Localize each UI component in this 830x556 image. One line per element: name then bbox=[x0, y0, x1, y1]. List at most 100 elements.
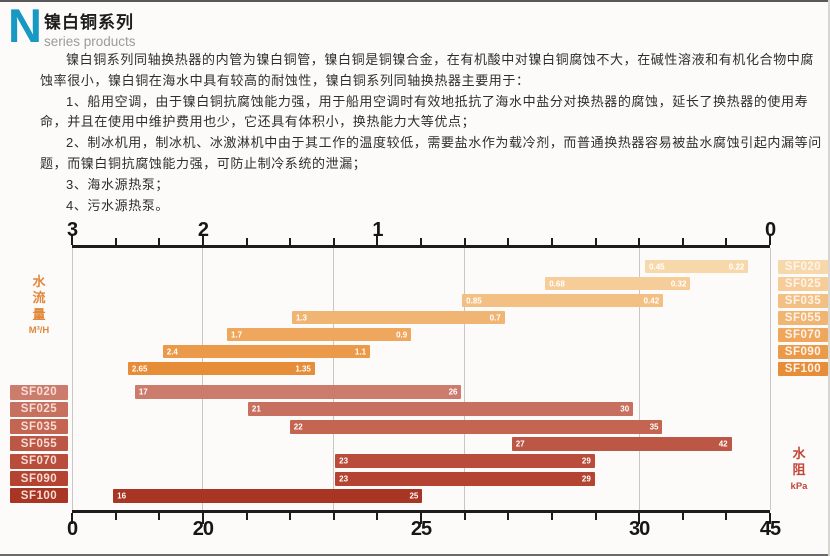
description-text: 镍白铜系列同轴换热器的内管为镍白铜管，镍白铜是铜镍合金，在有机酸中对镍白铜腐蚀不… bbox=[40, 50, 822, 216]
flow-model-badge-SF025: SF025 bbox=[778, 276, 828, 291]
flow-bar-value-start: 1.7 bbox=[230, 330, 243, 339]
top-axis-tick bbox=[463, 238, 466, 245]
resistance-bar-value-start: 22 bbox=[293, 422, 303, 432]
top-axis-tick bbox=[420, 238, 422, 245]
bottom-axis-label: 30 bbox=[629, 518, 650, 540]
top-axis-tick bbox=[594, 238, 597, 245]
paragraph-intro: 镍白铜系列同轴换热器的内管为镍白铜管，镍白铜是铜镍合金，在有机酸中对镍白铜腐蚀不… bbox=[40, 52, 815, 88]
top-axis-label: 3 bbox=[66, 219, 78, 241]
bottom-axis-tick bbox=[289, 513, 292, 520]
resistance-bar-value-end: 42 bbox=[718, 439, 728, 449]
resistance-model-badge-SF070: SF070 bbox=[10, 453, 68, 469]
resistance-bar-SF100: 16 25 bbox=[113, 488, 423, 503]
resistance-model-badge-SF020: SF020 bbox=[10, 384, 68, 400]
top-axis-line bbox=[72, 245, 770, 248]
top-axis-tick bbox=[201, 234, 204, 245]
resistance-axis-title-char: 阻 bbox=[792, 462, 806, 478]
bottom-axis-label: 45 bbox=[759, 518, 781, 540]
resistance-bar-SF090: 23 29 bbox=[335, 471, 595, 486]
top-axis-label: 1 bbox=[372, 219, 383, 241]
resistance-bar-value-start: 27 bbox=[515, 439, 525, 449]
resistance-bar-SF025: 21 30 bbox=[247, 402, 634, 417]
bottom-axis-label: 0 bbox=[66, 518, 78, 540]
flow-bar-value-end: 1.35 bbox=[295, 364, 311, 373]
page-bottom-edge bbox=[0, 554, 830, 556]
page-top-edge bbox=[0, 0, 830, 2]
top-axis-tick bbox=[638, 238, 641, 245]
title-stack: 镍白铜系列 series products bbox=[44, 4, 136, 49]
resistance-bar-SF070: 23 29 bbox=[335, 454, 595, 469]
resistance-model-badge-SF090: SF090 bbox=[10, 471, 68, 487]
bottom-axis-tick bbox=[71, 513, 73, 524]
top-axis-tick bbox=[245, 238, 248, 245]
paragraph-item-1: 1、船用空调，由于镍白铜抗腐蚀能力强，用于船用空调时有效地抵抗了海水中盐分对换热… bbox=[40, 93, 809, 130]
flow-bar-SF020: 0.45 0.22 bbox=[645, 260, 749, 273]
flow-bar-SF070: 1.7 0.9 bbox=[226, 328, 412, 341]
flow-bar-value-end: 1.1 bbox=[354, 347, 367, 356]
chart-plot-area: 3 2 1 0 0 20 25 30 45 0.45 0.22 0.68 0.32 0.85 0.42 1.3… bbox=[67, 218, 781, 548]
paragraph-item-3: 3、海水源热泵； bbox=[66, 176, 170, 192]
bottom-axis-tick bbox=[463, 513, 466, 520]
resistance-bar-value-start: 21 bbox=[251, 404, 261, 414]
top-axis-tick bbox=[681, 238, 684, 245]
page-header: N 镍白铜系列 series products bbox=[8, 0, 136, 52]
bottom-axis-tick bbox=[158, 513, 161, 520]
top-axis-tick bbox=[507, 238, 510, 245]
flow-model-badge-SF090: SF090 bbox=[778, 344, 828, 359]
bottom-axis-tick bbox=[507, 513, 510, 520]
bottom-axis-tick bbox=[201, 513, 204, 524]
flow-model-badge-SF100: SF100 bbox=[778, 361, 828, 376]
flow-model-badge-SF020: SF020 bbox=[778, 259, 828, 274]
bottom-axis-tick bbox=[681, 513, 684, 520]
page-right-edge bbox=[828, 0, 830, 556]
bottom-axis-tick bbox=[638, 513, 641, 524]
bottom-axis-tick bbox=[332, 513, 335, 520]
gridline bbox=[464, 248, 466, 510]
gridline bbox=[202, 248, 204, 510]
flow-axis-title-char: 水 bbox=[32, 274, 46, 289]
flow-axis-title-char: 量 bbox=[32, 306, 46, 322]
resistance-bar-value-end: 29 bbox=[581, 456, 591, 466]
flow-bar-SF035: 0.85 0.42 bbox=[462, 294, 664, 307]
flow-bar-value-start: 0.45 bbox=[649, 262, 665, 271]
flow-bar-value-end: 0.22 bbox=[728, 262, 745, 271]
flow-bar-value-end: 0.7 bbox=[489, 313, 501, 322]
flow-bar-value-start: 2.4 bbox=[166, 347, 178, 356]
resistance-bar-value-start: 17 bbox=[138, 387, 148, 397]
flow-resistance-chart: 3 2 1 0 0 20 25 30 45 0.45 0.22 0.68 0.32 0.85 0.42 1.3… bbox=[0, 218, 830, 548]
flow-bar-value-end: 0.32 bbox=[670, 279, 687, 288]
top-axis-tick bbox=[332, 238, 335, 245]
resistance-model-badge-SF035: SF035 bbox=[10, 419, 68, 435]
top-axis-tick bbox=[114, 238, 117, 245]
flow-bar-SF090: 2.4 1.1 bbox=[162, 345, 371, 358]
bottom-axis-label: 25 bbox=[410, 518, 432, 540]
flow-model-badge-SF070: SF070 bbox=[778, 327, 828, 342]
top-axis-tick bbox=[158, 238, 161, 245]
flow-model-badge-SF035: SF035 bbox=[778, 293, 828, 308]
resistance-model-badge-SF055: SF055 bbox=[10, 436, 68, 452]
top-axis-label: 2 bbox=[197, 219, 209, 241]
series-logo-n: N bbox=[8, 0, 42, 52]
resistance-bar-value-end: 30 bbox=[620, 404, 630, 414]
resistance-bar-value-start: 23 bbox=[339, 456, 349, 466]
flow-bar-SF025: 0.68 0.32 bbox=[545, 277, 691, 290]
resistance-bar-value-start: 16 bbox=[117, 491, 127, 501]
resistance-bar-value-end: 35 bbox=[649, 422, 659, 432]
flow-bar-SF055: 1.3 0.7 bbox=[291, 311, 505, 324]
resistance-bar-value-end: 25 bbox=[409, 491, 419, 501]
page-subtitle: series products bbox=[43, 34, 136, 49]
flow-bar-value-start: 0.68 bbox=[549, 279, 565, 288]
flow-bar-value-end: 0.9 bbox=[396, 330, 408, 339]
top-axis-tick bbox=[550, 238, 553, 245]
bottom-axis-tick bbox=[725, 513, 728, 520]
bottom-axis-line bbox=[72, 510, 770, 513]
gridline bbox=[638, 248, 640, 510]
page-title: 镍白铜系列 bbox=[43, 13, 134, 32]
gridline bbox=[769, 248, 771, 510]
bottom-axis-label: 20 bbox=[192, 518, 214, 540]
resistance-bar-value-end: 26 bbox=[448, 387, 458, 397]
top-axis-tick bbox=[376, 234, 379, 245]
resistance-model-badge-SF100: SF100 bbox=[10, 488, 68, 504]
gridline bbox=[333, 248, 335, 510]
top-axis-label: 0 bbox=[764, 219, 776, 241]
